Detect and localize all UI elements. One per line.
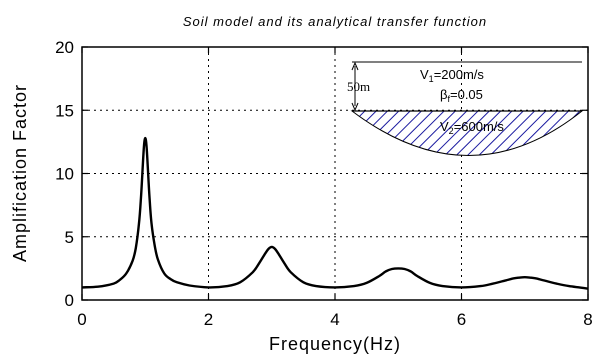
y-axis-label: Amplification Factor xyxy=(10,84,30,262)
x-tick-label: 0 xyxy=(77,310,86,329)
chart-title: Soil model and its analytical transfer f… xyxy=(183,14,487,29)
bedrock-hatch xyxy=(350,110,584,156)
y-tick-label: 5 xyxy=(65,228,74,247)
y-tick-label: 0 xyxy=(65,291,74,310)
x-tick-label: 8 xyxy=(583,310,592,329)
grid xyxy=(82,47,588,300)
depth-label: 50m xyxy=(347,79,370,94)
y-tick-label: 10 xyxy=(55,165,74,184)
y-tick-label: 20 xyxy=(55,38,74,57)
soil-model-inset: 50m V1=200m/s βf=0.05 V2=600m/s xyxy=(347,61,584,156)
x-tick-label: 2 xyxy=(204,310,213,329)
layer-velocity-label: V1=200m/s xyxy=(420,67,484,84)
damping-label: βf=0.05 xyxy=(440,87,483,104)
axis-ticks: 0 2 4 6 8 0 5 10 15 20 xyxy=(55,38,593,329)
base-velocity-label: V2=600m/s xyxy=(440,119,504,136)
depth-arrow-top-head xyxy=(351,61,359,71)
x-axis-label: Frequency(Hz) xyxy=(269,334,401,354)
depth-arrow-bottom-head xyxy=(351,102,359,112)
x-tick-label: 4 xyxy=(330,310,339,329)
y-tick-label: 15 xyxy=(55,101,74,120)
x-tick-label: 6 xyxy=(457,310,466,329)
transfer-function-line xyxy=(82,136,588,290)
